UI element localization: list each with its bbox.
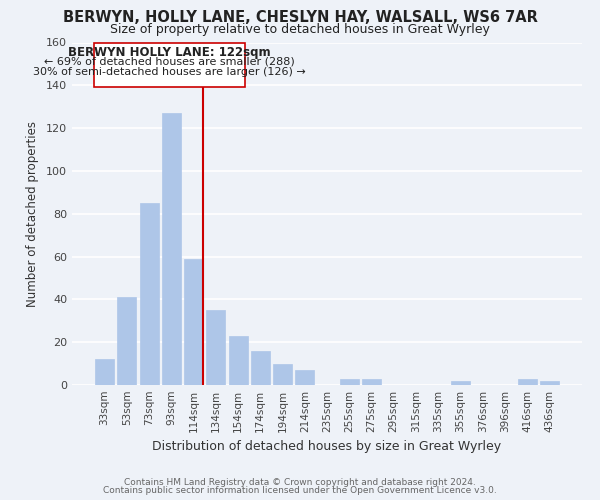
Text: BERWYN, HOLLY LANE, CHESLYN HAY, WALSALL, WS6 7AR: BERWYN, HOLLY LANE, CHESLYN HAY, WALSALL… [62, 10, 538, 25]
Bar [118, 297, 136, 385]
Bar [362, 378, 381, 385]
Bar [518, 378, 536, 385]
Bar [295, 370, 314, 385]
Bar [229, 336, 248, 385]
Text: 30% of semi-detached houses are larger (126) →: 30% of semi-detached houses are larger (… [33, 67, 306, 77]
Text: Contains public sector information licensed under the Open Government Licence v3: Contains public sector information licen… [103, 486, 497, 495]
Bar [162, 113, 181, 385]
Bar [184, 258, 203, 385]
Text: Contains HM Land Registry data © Crown copyright and database right 2024.: Contains HM Land Registry data © Crown c… [124, 478, 476, 487]
Bar [95, 360, 114, 385]
X-axis label: Distribution of detached houses by size in Great Wyrley: Distribution of detached houses by size … [152, 440, 502, 454]
Text: Size of property relative to detached houses in Great Wyrley: Size of property relative to detached ho… [110, 22, 490, 36]
Y-axis label: Number of detached properties: Number of detached properties [26, 120, 39, 306]
Bar [451, 380, 470, 385]
Bar [273, 364, 292, 385]
Bar [540, 380, 559, 385]
Text: BERWYN HOLLY LANE: 122sqm: BERWYN HOLLY LANE: 122sqm [68, 46, 271, 59]
Bar [206, 310, 225, 385]
Bar [340, 378, 359, 385]
Bar [140, 203, 158, 385]
Text: ← 69% of detached houses are smaller (288): ← 69% of detached houses are smaller (28… [44, 56, 295, 66]
FancyBboxPatch shape [94, 42, 245, 88]
Bar [251, 351, 270, 385]
